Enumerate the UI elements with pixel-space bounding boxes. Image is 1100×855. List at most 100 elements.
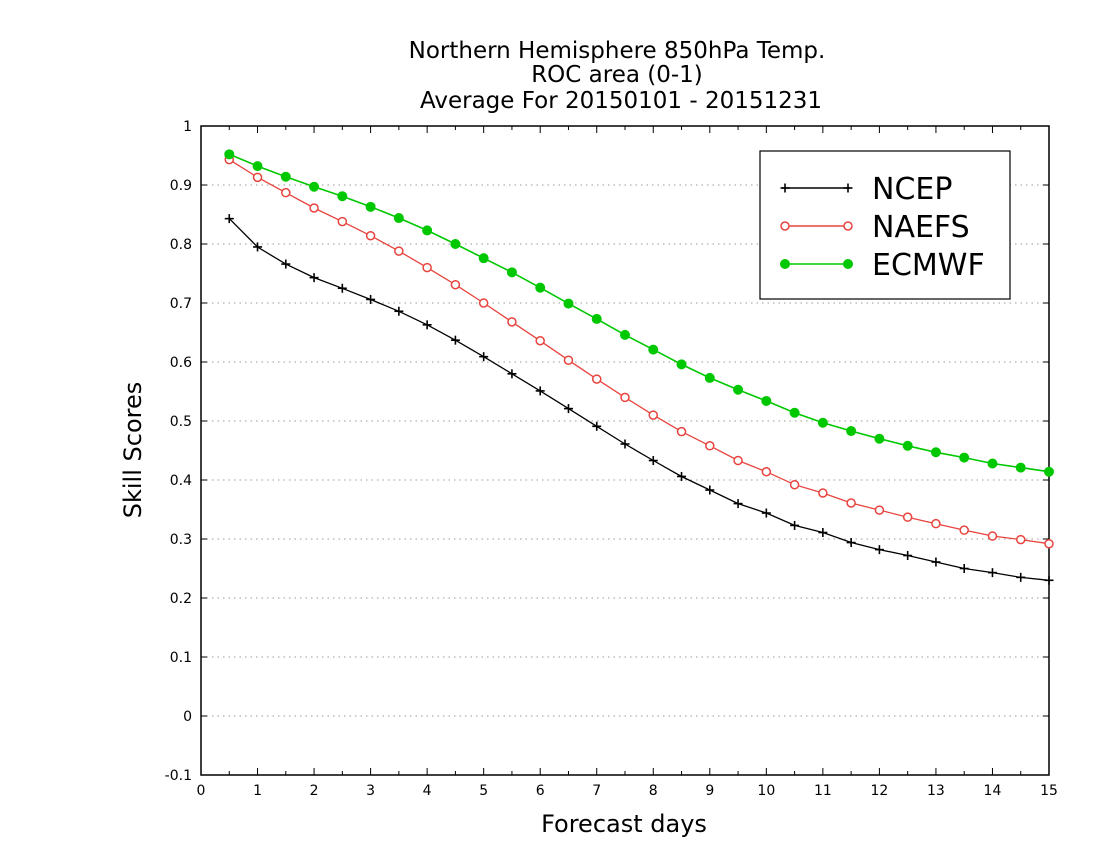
data-point-naefs xyxy=(563,355,574,365)
series-ncep xyxy=(224,214,1054,585)
data-point-ncep xyxy=(507,369,517,379)
data-point-ecmwf xyxy=(620,329,630,340)
x-tick-label: 2 xyxy=(310,783,319,799)
data-point-ncep xyxy=(733,499,743,509)
legend-marker-start xyxy=(780,259,790,269)
grid-lines xyxy=(201,184,1049,717)
legend-item-ncep: NCEP xyxy=(780,172,952,207)
x-tick-label: 15 xyxy=(1040,783,1058,799)
data-point-naefs xyxy=(1044,538,1054,549)
data-point-naefs xyxy=(761,466,772,477)
data-point-ecmwf xyxy=(365,201,376,212)
data-point-ecmwf xyxy=(1044,466,1054,477)
legend-marker-start xyxy=(780,183,790,193)
data-point-naefs xyxy=(337,216,348,227)
data-point-ncep xyxy=(450,335,460,345)
x-tick-label: 14 xyxy=(984,783,1002,799)
data-point-ncep xyxy=(903,551,913,561)
data-point-naefs xyxy=(931,518,941,529)
data-point-naefs xyxy=(789,479,800,490)
x-tick-label: 1 xyxy=(253,783,262,799)
data-point-naefs xyxy=(478,298,489,308)
data-point-ncep xyxy=(337,283,347,293)
x-tick-label: 5 xyxy=(479,783,488,799)
legend-marker-end xyxy=(843,183,853,193)
data-point-ecmwf xyxy=(224,149,235,160)
data-point-naefs xyxy=(591,374,602,384)
data-point-ecmwf xyxy=(422,225,433,236)
y-tick-label: 0.3 xyxy=(170,532,192,548)
data-point-naefs xyxy=(818,488,828,498)
data-point-ncep xyxy=(677,471,687,481)
data-point-ncep xyxy=(309,273,319,283)
data-point-ecmwf xyxy=(959,452,970,463)
x-tick-label: 6 xyxy=(536,783,545,799)
data-point-naefs xyxy=(535,336,545,346)
x-tick-label: 3 xyxy=(366,783,375,799)
data-point-ncep xyxy=(1044,575,1054,585)
data-point-naefs xyxy=(733,455,743,466)
x-axis-title: Forecast days xyxy=(541,810,707,838)
x-tick-label: 8 xyxy=(649,783,658,799)
y-tick-label: 0.7 xyxy=(170,296,192,312)
data-point-ncep xyxy=(987,568,997,578)
y-axis-title: Skill Scores xyxy=(119,382,147,519)
y-tick-label: 0.9 xyxy=(170,178,192,194)
data-point-ncep xyxy=(959,564,969,573)
y-tick-label: 0.2 xyxy=(170,591,192,607)
y-tick-label: 0.4 xyxy=(170,473,192,489)
data-point-ncep xyxy=(563,404,573,414)
chart-title-line-2: ROC area (0-1) xyxy=(531,62,703,88)
legend-label-ecmwf: ECMWF xyxy=(872,248,985,283)
legend-marker-start xyxy=(780,221,790,231)
data-point-ncep xyxy=(366,294,376,304)
x-tick-label: 0 xyxy=(197,783,206,799)
data-point-ncep xyxy=(818,528,828,538)
data-point-ecmwf xyxy=(648,344,659,355)
data-point-ecmwf xyxy=(874,433,885,444)
data-point-ncep xyxy=(761,508,771,518)
data-point-naefs xyxy=(959,525,969,535)
data-point-naefs xyxy=(507,317,517,327)
data-point-ncep xyxy=(620,439,630,449)
data-point-ncep xyxy=(592,421,602,431)
data-point-ncep xyxy=(422,320,432,330)
y-tick-label: 0.5 xyxy=(170,414,192,430)
y-tick-label: 0.8 xyxy=(170,237,192,253)
data-point-ecmwf xyxy=(252,161,263,172)
y-tick-label: 1 xyxy=(183,119,192,135)
data-point-ecmwf xyxy=(591,313,602,324)
data-point-ncep xyxy=(394,306,404,316)
legend-marker-end xyxy=(843,221,853,231)
data-point-ecmwf xyxy=(309,181,320,192)
data-point-naefs xyxy=(874,505,885,515)
data-point-ecmwf xyxy=(1015,462,1026,473)
y-tick-label: 0.6 xyxy=(170,355,192,371)
data-point-naefs xyxy=(394,246,404,256)
data-point-ncep xyxy=(846,538,856,548)
data-point-ecmwf xyxy=(704,372,715,383)
data-point-naefs xyxy=(309,203,319,213)
data-point-ncep xyxy=(931,557,941,567)
data-point-ecmwf xyxy=(563,298,574,309)
data-point-naefs xyxy=(987,531,998,541)
data-point-ecmwf xyxy=(733,384,744,395)
data-point-ecmwf xyxy=(478,253,489,264)
x-tick-label: 12 xyxy=(870,783,888,799)
x-tick-label: 4 xyxy=(423,783,432,799)
data-point-ncep xyxy=(1016,572,1026,582)
data-point-naefs xyxy=(620,392,630,403)
data-point-naefs xyxy=(846,498,856,508)
data-point-ncep xyxy=(705,485,715,495)
data-point-naefs xyxy=(450,279,461,290)
data-point-naefs xyxy=(252,172,263,183)
data-point-ncep xyxy=(479,352,489,362)
data-point-naefs xyxy=(705,441,715,451)
data-point-ncep xyxy=(648,456,658,466)
data-point-ncep xyxy=(790,520,800,530)
legend-box xyxy=(759,150,1011,300)
legend-label-naefs: NAEFS xyxy=(872,210,970,245)
